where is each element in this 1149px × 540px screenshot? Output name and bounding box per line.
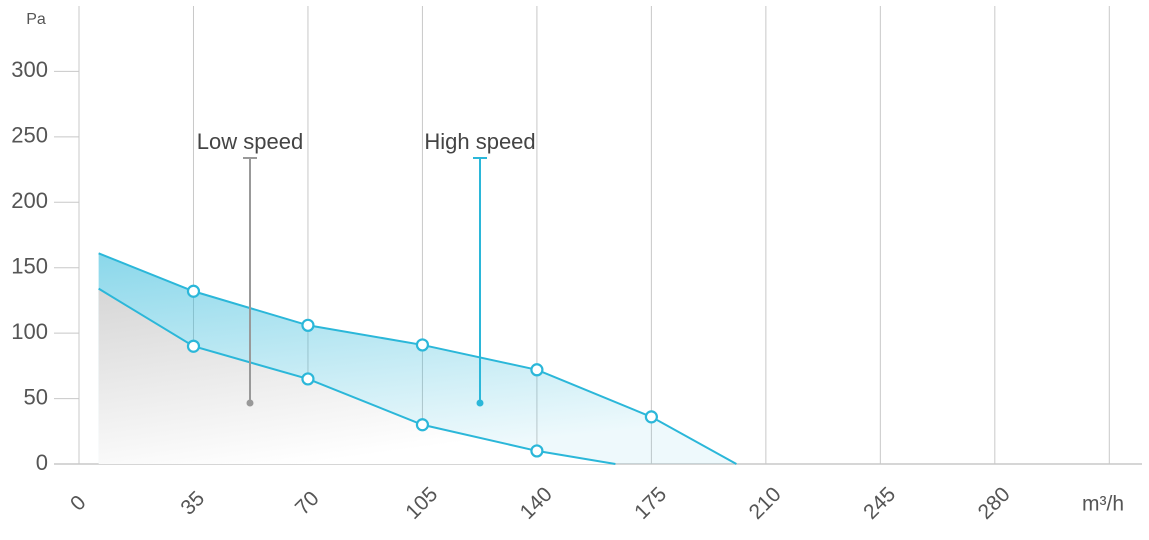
x-tick-label: 70 (291, 487, 324, 520)
x-axis-label: m³/h (1082, 493, 1124, 516)
point (415, 418, 430, 432)
y-tick-label: 50 (24, 384, 48, 409)
y-tick-label: 150 (11, 254, 48, 279)
line (98, 287, 616, 465)
x-tick-label: 280 (974, 483, 1015, 524)
area (98, 288, 616, 464)
legend-pointer-dot (476, 399, 484, 407)
point (644, 410, 658, 424)
y-axis-label: Pa (26, 11, 46, 28)
legend-label: Low speed (197, 129, 303, 154)
x-tick-label: 245 (859, 483, 900, 524)
x-tick-label: 140 (516, 483, 557, 524)
point (530, 363, 544, 377)
x-tick-label: 105 (401, 483, 442, 524)
y-tick-label: 250 (11, 123, 48, 148)
y-tick-label: 100 (11, 319, 48, 344)
point (186, 284, 201, 298)
x-tick-label: 175 (630, 483, 671, 524)
legend-label: High speed (424, 129, 535, 154)
x-tick-label: 0 (66, 491, 91, 516)
point (530, 444, 544, 458)
point (301, 372, 315, 386)
x-tick-label: 210 (745, 483, 786, 524)
y-tick-label: 200 (11, 188, 48, 213)
y-tick-label: 300 (11, 57, 48, 82)
y-tick-label: 0 (36, 450, 48, 475)
point (301, 318, 315, 332)
point (186, 339, 201, 353)
legend-pointer-dot (246, 399, 254, 407)
point (415, 338, 430, 352)
x-tick-label: 35 (176, 487, 209, 520)
